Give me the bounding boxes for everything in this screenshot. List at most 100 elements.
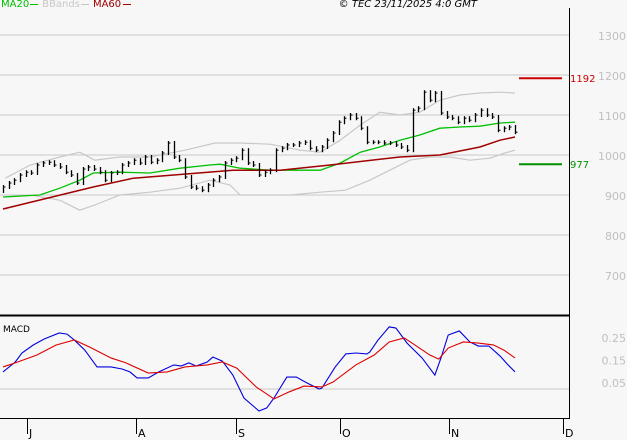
price-bar	[338, 120, 342, 135]
price-bar	[207, 183, 211, 193]
price-bar	[70, 170, 74, 177]
price-bar	[508, 125, 512, 131]
price-bar	[292, 143, 296, 147]
legend-bbands: BBands	[42, 0, 80, 10]
price-bar	[212, 178, 216, 187]
price-bar	[377, 140, 381, 145]
macd-tick-label: 0.15	[602, 355, 627, 368]
x-tick-label: N	[451, 427, 459, 440]
price-bar	[400, 143, 404, 149]
price-bar	[110, 171, 114, 183]
price-bar	[349, 113, 353, 121]
price-bar	[65, 165, 69, 175]
legend-ma20-swatch	[30, 3, 39, 5]
price-bar	[486, 108, 490, 117]
price-bar	[395, 141, 399, 147]
level-label: 977	[570, 160, 589, 171]
y-tick-label: 700	[605, 270, 626, 283]
price-bar	[366, 126, 370, 145]
price-bar	[286, 143, 290, 151]
price-bar	[127, 161, 131, 167]
x-tick-label: A	[138, 427, 146, 440]
price-bar	[423, 90, 427, 111]
price-bar	[451, 115, 455, 121]
price-bar	[144, 155, 148, 165]
y-tick-label: 800	[605, 230, 626, 243]
price-bar	[30, 170, 34, 175]
legend-ma20: MA20	[1, 0, 30, 10]
price-bar	[275, 148, 279, 173]
price-bar	[434, 91, 438, 103]
price-bar	[480, 108, 484, 117]
x-tick-label: S	[238, 427, 245, 440]
price-bar	[13, 178, 17, 185]
price-bar	[412, 108, 416, 153]
macd-tick-label: 0.25	[602, 332, 627, 345]
price-bar	[491, 113, 495, 119]
price-bar	[321, 145, 325, 153]
price-bar	[76, 173, 80, 185]
macd-title: MACD	[3, 325, 30, 335]
legend-bbands-swatch	[80, 3, 89, 5]
price-bar	[116, 170, 120, 175]
bband-upper-line	[4, 91, 516, 179]
x-tick-label: D	[565, 427, 573, 440]
price-bar	[457, 116, 461, 125]
price-bar	[2, 185, 6, 193]
price-bar	[360, 116, 364, 131]
price-bar	[355, 113, 359, 121]
price-bar	[59, 163, 63, 169]
price-bar	[315, 146, 319, 153]
price-bar	[82, 167, 86, 185]
price-bar	[252, 161, 256, 167]
price-bar	[304, 140, 308, 145]
price-bar	[468, 116, 472, 123]
price-bar	[184, 158, 188, 179]
price-bar	[104, 170, 108, 183]
price-bar	[178, 155, 182, 163]
price-bar	[201, 186, 205, 193]
macd-line	[2, 326, 516, 412]
x-tick-label: O	[342, 427, 351, 440]
price-bar	[36, 163, 40, 175]
price-bar	[121, 163, 125, 175]
price-bar	[139, 158, 143, 165]
y-tick-label: 1300	[598, 30, 626, 43]
price-bar	[173, 141, 177, 159]
price-bar	[99, 167, 103, 175]
price-bar	[42, 161, 46, 167]
price-bar	[417, 106, 421, 113]
price-bar	[446, 111, 450, 119]
price-bar	[19, 173, 23, 183]
price-bar	[87, 165, 91, 171]
price-bar	[48, 160, 52, 165]
price-bar	[247, 148, 251, 165]
price-bar	[258, 163, 262, 177]
price-bar	[264, 170, 268, 177]
price-bar	[25, 170, 29, 177]
bband-lower-line	[5, 149, 516, 211]
price-bar	[298, 141, 302, 147]
price-bar	[241, 148, 245, 161]
x-tick-label: J	[28, 427, 32, 440]
price-bar	[372, 140, 376, 145]
price-bar	[463, 116, 467, 125]
price-bar	[503, 126, 507, 133]
price-bar	[224, 161, 228, 179]
price-bar	[230, 158, 234, 165]
price-bar	[309, 140, 313, 151]
price-bar	[383, 140, 387, 145]
y-tick-label: 1000	[598, 150, 626, 163]
price-bar	[440, 91, 444, 115]
price-bar	[326, 138, 330, 149]
price-bar	[343, 116, 347, 125]
price-bar	[195, 185, 199, 191]
copyright: © TEC 23/11/2025 4:0 GMT	[338, 0, 477, 10]
price-bar	[53, 160, 57, 167]
price-bar	[133, 158, 137, 165]
price-bar	[514, 125, 518, 135]
price-bar	[8, 181, 12, 189]
price-bar	[406, 145, 410, 153]
y-tick-label: 900	[605, 190, 626, 203]
